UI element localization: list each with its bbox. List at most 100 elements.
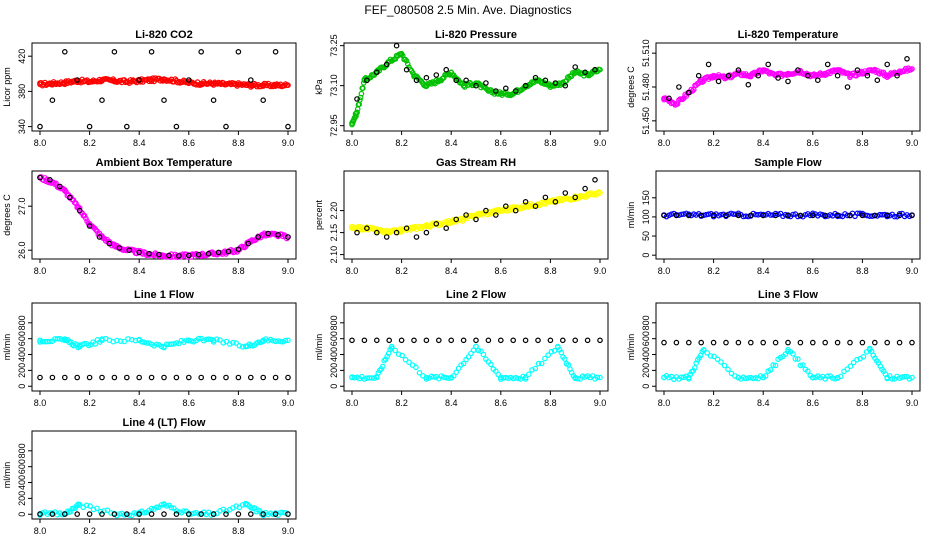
x-tick-label: 9.0 bbox=[282, 526, 295, 536]
data-point bbox=[117, 338, 124, 345]
series-average bbox=[661, 339, 915, 346]
series-raw bbox=[349, 189, 603, 236]
x-tick-label: 8.0 bbox=[34, 398, 47, 408]
data-point bbox=[443, 225, 450, 232]
data-point bbox=[597, 374, 603, 381]
data-point bbox=[728, 210, 734, 217]
y-tick-label: 800 bbox=[329, 315, 339, 330]
data-point bbox=[111, 78, 118, 84]
data-point bbox=[552, 80, 559, 86]
data-point bbox=[723, 212, 729, 219]
data-point bbox=[708, 73, 714, 80]
x-tick-label: 8.8 bbox=[856, 398, 869, 408]
data-point bbox=[354, 96, 360, 102]
data-point bbox=[673, 339, 680, 346]
data-point bbox=[62, 79, 68, 86]
data-point bbox=[62, 374, 68, 381]
data-point bbox=[817, 211, 824, 218]
data-point bbox=[173, 511, 180, 517]
data-point bbox=[844, 212, 851, 219]
data-point bbox=[443, 66, 450, 73]
data-point bbox=[824, 373, 831, 380]
plot-frame bbox=[343, 302, 609, 392]
data-point bbox=[171, 340, 177, 347]
data-point bbox=[124, 78, 130, 85]
data-point bbox=[210, 250, 217, 257]
data-point bbox=[83, 215, 89, 222]
series-average bbox=[37, 174, 291, 259]
panel-2: Li-820 Pressure kPa 72.95 73.10 73.25 8.0 8.2 8… bbox=[314, 29, 609, 148]
data-point bbox=[711, 353, 717, 360]
y-tick-label: 200 bbox=[17, 491, 27, 506]
data-point bbox=[735, 339, 742, 346]
y-tick-label: 0 bbox=[17, 512, 27, 517]
data-point bbox=[594, 374, 601, 381]
plot-frame bbox=[343, 42, 609, 132]
data-point bbox=[223, 249, 229, 256]
data-point bbox=[747, 339, 754, 346]
y-axis-label: percent bbox=[314, 199, 324, 230]
data-point bbox=[275, 232, 281, 238]
data-point bbox=[86, 221, 93, 227]
y-tick-label: 27.0 bbox=[17, 197, 27, 215]
data-point bbox=[148, 77, 155, 83]
data-point bbox=[351, 374, 358, 381]
data-point bbox=[393, 42, 400, 49]
data-point bbox=[507, 374, 514, 381]
data-point bbox=[99, 511, 105, 517]
data-point bbox=[525, 371, 532, 378]
x-tick-label: 8.2 bbox=[395, 266, 408, 276]
data-point bbox=[68, 339, 74, 345]
data-point bbox=[111, 48, 118, 55]
y-axis-label: Licor ppm bbox=[2, 67, 12, 107]
data-point bbox=[373, 337, 380, 344]
data-point bbox=[453, 216, 460, 223]
data-point bbox=[558, 349, 565, 356]
data-point bbox=[225, 248, 232, 255]
data-point bbox=[198, 251, 205, 258]
data-point bbox=[235, 81, 242, 88]
data-point bbox=[572, 374, 579, 381]
data-point bbox=[483, 207, 489, 214]
data-point bbox=[721, 362, 728, 369]
data-point bbox=[772, 210, 779, 217]
data-point bbox=[904, 55, 910, 62]
data-point bbox=[210, 80, 217, 87]
y-tick-label: 100 bbox=[641, 209, 651, 224]
data-point bbox=[894, 72, 900, 79]
data-point bbox=[435, 221, 442, 227]
data-point bbox=[497, 90, 504, 97]
data-point bbox=[661, 374, 667, 381]
x-tick-label: 8.6 bbox=[807, 138, 820, 148]
panel-4: Ambient Box Temperature degrees C 26.0 27.0… bbox=[2, 157, 297, 276]
data-point bbox=[260, 232, 267, 238]
plot-frame bbox=[31, 302, 297, 392]
data-point bbox=[349, 120, 355, 126]
data-point bbox=[235, 374, 242, 381]
data-point bbox=[834, 339, 841, 346]
data-point bbox=[785, 78, 791, 85]
data-point bbox=[579, 373, 586, 380]
data-point bbox=[148, 48, 155, 55]
y-tick-label: 400 bbox=[329, 347, 339, 362]
data-point bbox=[582, 185, 588, 192]
data-point bbox=[124, 123, 130, 130]
data-point bbox=[423, 82, 430, 89]
data-point bbox=[411, 337, 417, 344]
data-point bbox=[492, 88, 499, 94]
data-point bbox=[797, 212, 804, 219]
data-point bbox=[235, 511, 242, 517]
data-point bbox=[260, 337, 267, 344]
data-point bbox=[512, 374, 519, 381]
data-point bbox=[572, 337, 579, 344]
data-point bbox=[497, 207, 504, 214]
y-tick-label: 800 bbox=[641, 315, 651, 330]
data-point bbox=[90, 506, 97, 513]
x-tick-label: 8.8 bbox=[232, 266, 245, 276]
x-tick-label: 9.0 bbox=[282, 266, 295, 276]
data-point bbox=[81, 340, 87, 347]
data-point bbox=[62, 188, 68, 194]
data-point bbox=[735, 70, 742, 77]
data-point bbox=[473, 216, 479, 223]
data-point bbox=[676, 84, 682, 90]
